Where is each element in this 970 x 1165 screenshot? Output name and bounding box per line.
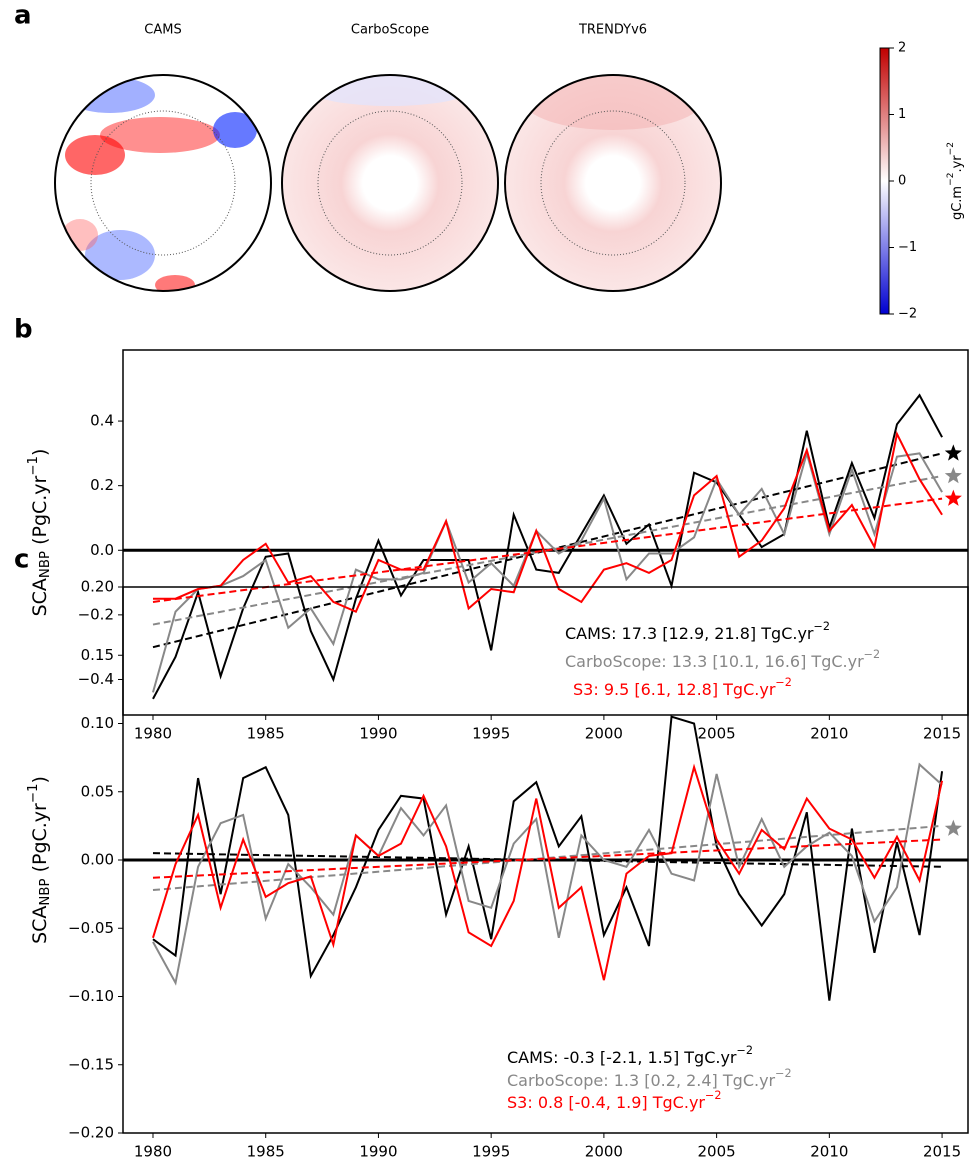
- y-axis-label: SCANBP (PgC.yr−1): [26, 449, 53, 617]
- map-title: CAMS: [144, 23, 181, 38]
- colorbar-label: gC.m−2.yr−2: [946, 142, 965, 220]
- map-title: CarboScope: [351, 23, 429, 38]
- panel-label: b: [14, 315, 33, 345]
- y-axis-label: SCANBP (PgC.yr−1): [26, 776, 53, 944]
- label-part: −2: [946, 142, 956, 155]
- x-tick-label: 1990: [359, 1143, 397, 1161]
- map-cams: [54, 74, 272, 292]
- y-tick-label: −0.10: [68, 987, 114, 1005]
- plot-frame: [122, 349, 969, 716]
- x-tick-label: 1980: [134, 725, 172, 743]
- x-tick-label: 1985: [247, 1143, 285, 1161]
- trend-annotation: CarboScope: 13.3 [10.1, 16.6] TgC.yr−2: [565, 648, 880, 671]
- y-tick-label: −0.05: [68, 919, 114, 937]
- series-line: [152, 430, 943, 613]
- panel-label: c: [14, 545, 29, 575]
- trend-annotation: S3: 9.5 [6.1, 12.8] TgC.yr−2: [573, 676, 792, 699]
- y-tick-label: −0.20: [68, 1124, 114, 1142]
- y-tick-label: 0.20: [81, 578, 114, 596]
- map-trendy: [504, 74, 722, 292]
- label-part: NBP: [38, 551, 53, 578]
- x-tick-label: 2015: [923, 1143, 961, 1161]
- y-tick-label: 0.0: [90, 541, 114, 559]
- colorbar-tick-label: 0: [898, 174, 906, 189]
- y-tick-label: 0.4: [90, 412, 114, 430]
- y-tick-label: 0.10: [81, 714, 114, 732]
- label-part: −2: [775, 676, 792, 689]
- label-part: SCA: [29, 578, 51, 616]
- x-tick-label: 2015: [923, 725, 961, 743]
- trend-line: [152, 497, 943, 603]
- x-tick-label: 1990: [359, 725, 397, 743]
- label-part: CarboScope: 1.3 [0.2, 2.4] TgC.yr: [507, 1071, 776, 1090]
- y-tick-label: 0.05: [81, 782, 114, 800]
- label-part: CAMS: -0.3 [-2.1, 1.5] TgC.yr: [507, 1048, 737, 1067]
- series-line: [152, 763, 944, 981]
- y-tick-label: −0.2: [78, 605, 114, 623]
- y-tick-label: −0.15: [68, 1055, 114, 1073]
- label-part: NBP: [38, 878, 53, 905]
- label-part: −1: [26, 784, 41, 804]
- label-part: gC.m: [950, 186, 965, 220]
- x-tick-label: 1995: [472, 725, 510, 743]
- y-tick-label: 0.00: [81, 851, 114, 869]
- x-tick-label: 2010: [810, 725, 848, 743]
- x-tick-label: 2000: [585, 725, 623, 743]
- trend-star: [944, 466, 962, 484]
- colorbar-tick-label: −1: [898, 240, 917, 255]
- x-tick-label: 1985: [247, 725, 285, 743]
- label-part: −2: [814, 620, 831, 633]
- trend-annotation: CAMS: 17.3 [12.9, 21.8] TgC.yr−2: [565, 620, 830, 643]
- colorbar-tick-label: 2: [898, 41, 906, 56]
- label-part: ): [29, 449, 51, 456]
- label-part: −2: [737, 1044, 754, 1057]
- x-tick-label: 2005: [698, 725, 736, 743]
- trend-star: [944, 444, 962, 461]
- x-tick-label: 1995: [472, 1143, 510, 1161]
- y-tick-label: 0.15: [81, 646, 114, 664]
- trend-annotation: CarboScope: 1.3 [0.2, 2.4] TgC.yr−2: [507, 1067, 792, 1090]
- y-tick-label: 0.2: [90, 476, 114, 494]
- label-part: CarboScope: 13.3 [10.1, 16.6] TgC.yr: [565, 652, 864, 671]
- y-tick-label: −0.4: [78, 670, 114, 688]
- label-part: CAMS: 17.3 [12.9, 21.8] TgC.yr: [565, 624, 814, 643]
- trend-annotation: S3: 0.8 [-0.4, 1.9] TgC.yr−2: [507, 1089, 721, 1112]
- x-tick-label: 2010: [810, 1143, 848, 1161]
- label-part: S3: 9.5 [6.1, 12.8] TgC.yr: [573, 680, 776, 699]
- panel-label: a: [14, 1, 32, 31]
- label-part: −2: [775, 1067, 792, 1080]
- label-part: −2: [946, 173, 956, 186]
- series-line: [152, 393, 943, 700]
- trend-star: [944, 819, 962, 836]
- label-part: −2: [864, 648, 881, 661]
- label-part: S3: 0.8 [-0.4, 1.9] TgC.yr: [507, 1093, 705, 1112]
- label-part: −2: [705, 1089, 722, 1102]
- map-title: TRENDYv6: [578, 23, 647, 38]
- map-carboscope: [281, 74, 499, 292]
- label-part: (PgC.yr: [29, 475, 51, 551]
- trend-star: [944, 489, 962, 506]
- label-part: −1: [26, 456, 41, 476]
- colorbar-tick-label: 1: [898, 107, 906, 122]
- trend-annotation: CAMS: -0.3 [-2.1, 1.5] TgC.yr−2: [507, 1044, 753, 1067]
- label-part: .yr: [950, 155, 965, 173]
- x-tick-label: 1980: [134, 1143, 172, 1161]
- colorbar-tick-label: −2: [898, 307, 917, 322]
- x-tick-label: 2000: [585, 1143, 623, 1161]
- label-part: ): [29, 776, 51, 783]
- label-part: SCA: [29, 906, 51, 944]
- series-line: [152, 762, 943, 986]
- x-tick-label: 2005: [698, 1143, 736, 1161]
- label-part: (PgC.yr: [29, 803, 51, 879]
- colorbar: [879, 47, 890, 315]
